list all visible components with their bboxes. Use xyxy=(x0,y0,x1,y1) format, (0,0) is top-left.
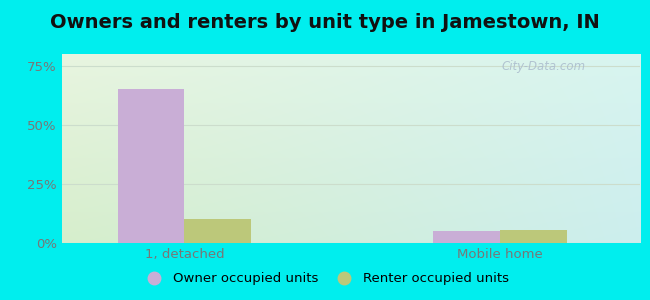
Bar xyxy=(500,230,567,243)
Bar xyxy=(434,231,500,243)
Text: Owners and renters by unit type in Jamestown, IN: Owners and renters by unit type in James… xyxy=(50,14,600,32)
Bar xyxy=(185,219,251,243)
Bar xyxy=(118,89,185,243)
Legend: Owner occupied units, Renter occupied units: Owner occupied units, Renter occupied un… xyxy=(136,267,514,290)
Text: City-Data.com: City-Data.com xyxy=(501,60,586,73)
